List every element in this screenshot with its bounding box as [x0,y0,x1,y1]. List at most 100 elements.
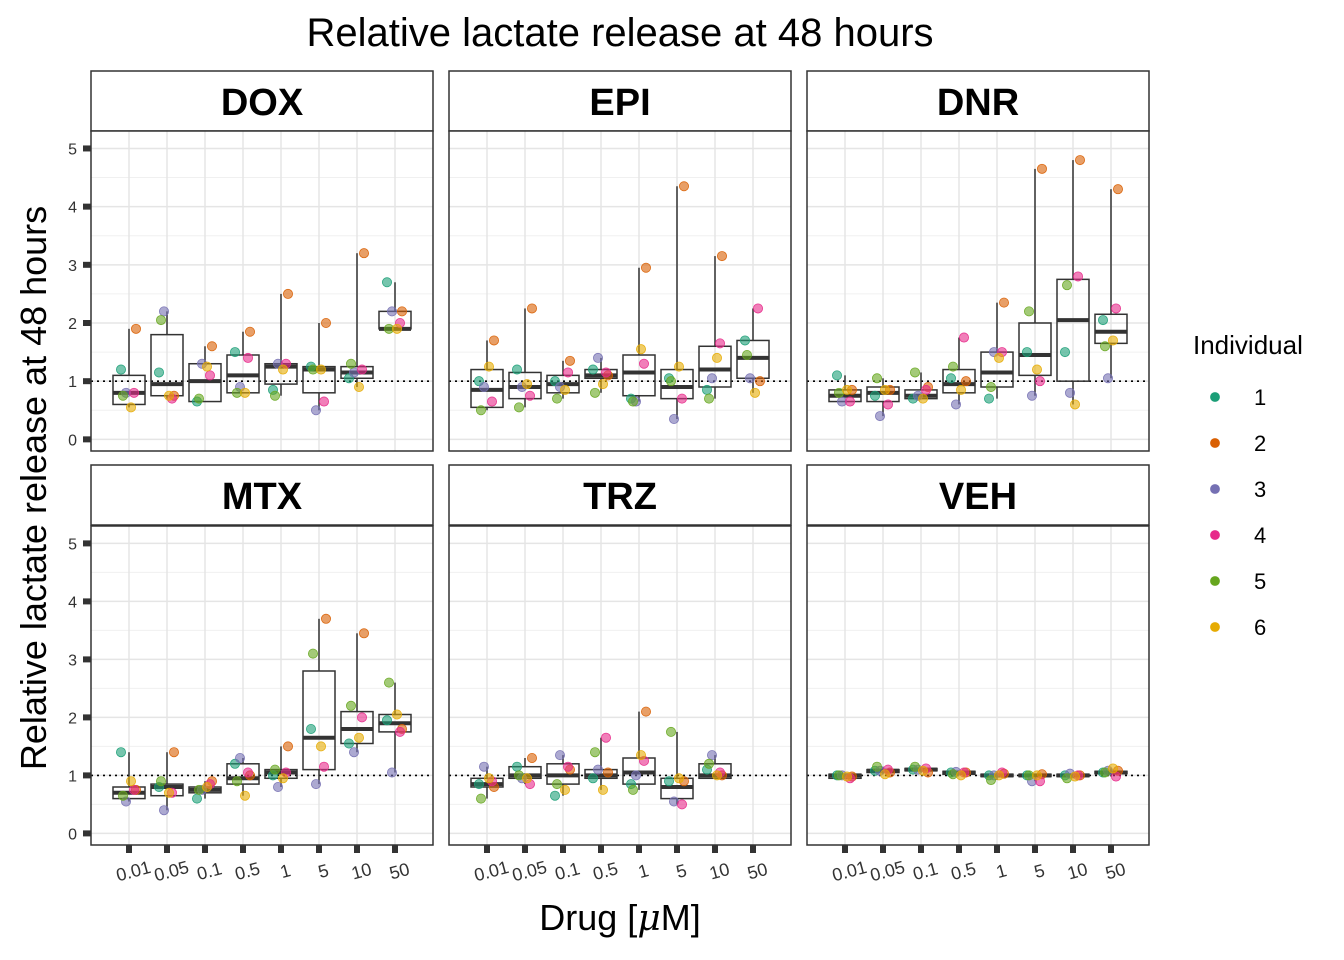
panel-border [448,525,792,846]
data-point [664,776,675,787]
data-point [1032,770,1043,781]
x-tick [1032,845,1038,853]
data-point [234,753,245,764]
data-point [702,384,713,395]
x-tick [522,845,528,853]
data-point [307,648,318,659]
x-tick [354,845,360,853]
data-point [717,251,728,262]
data-point [239,790,250,801]
y-tick-label: 3 [68,652,77,669]
x-tick-label: 10 [707,859,732,884]
data-point [231,776,242,787]
data-point [201,361,212,372]
data-point [488,335,499,346]
x-tick-label: 0.01 [472,857,511,885]
data-point [636,344,647,355]
data-point [269,764,280,775]
box [302,670,336,771]
x-tick [842,845,848,853]
x-tick [1108,845,1114,853]
data-point [155,315,166,326]
data-point [305,724,316,735]
facet-epi: EPI [448,70,792,452]
facet-strip [90,464,434,526]
data-point [1108,335,1119,346]
data-point [358,628,369,639]
data-point [999,297,1010,308]
x-tick [560,845,566,853]
data-point [1062,773,1073,784]
data-point [883,399,894,410]
legend-key [1210,392,1220,402]
data-point [128,387,139,398]
data-point [918,765,929,776]
data-point [318,396,329,407]
data-point [358,248,369,259]
data-point [628,396,639,407]
data-point [473,779,484,790]
facet-strip [806,464,1150,526]
data-point [527,303,538,314]
data-point [126,776,137,787]
data-point [1111,303,1122,314]
data-point [118,390,129,401]
data-point [126,402,137,413]
data-point [994,770,1005,781]
data-point [590,387,601,398]
data-point [153,367,164,378]
data-point [514,402,525,413]
x-tick [956,845,962,853]
y-tick [83,436,91,443]
x-tick [636,845,642,853]
y-tick [83,714,91,721]
data-point [155,776,166,787]
data-point [598,379,609,390]
legend-label: 4 [1254,523,1266,548]
data-point [715,338,726,349]
facet-strip [806,70,1150,132]
data-point [984,393,995,404]
data-point [910,367,921,378]
facet-strip-label: TRZ [583,476,657,518]
data-point [277,364,288,375]
x-tick [392,845,398,853]
data-point [707,373,718,384]
data-point [910,761,921,772]
data-point [163,390,174,401]
legend-label: 5 [1254,569,1266,594]
legend-label: 1 [1254,385,1266,410]
x-tick [712,845,718,853]
panel-border [806,525,1150,846]
data-point [986,381,997,392]
data-point [1075,155,1086,166]
data-point [1032,364,1043,375]
data-point [158,805,169,816]
y-tick [83,320,91,326]
data-point [343,738,354,749]
data-point [552,393,563,404]
x-tick-label: 5 [316,860,331,882]
data-point [560,784,571,795]
facet-strip-label: VEH [939,476,1017,518]
plot-background [807,526,1149,845]
data-point [356,364,367,375]
data-point [348,747,359,758]
plot-background [449,526,791,845]
data-point [677,799,688,810]
facet-veh: VEH 0.010.05 0.1 0.5 1 5 10 50 [806,464,1150,885]
data-point [707,750,718,761]
legend-label: 2 [1254,431,1266,456]
data-point [951,399,962,410]
x-tick-label: 1 [636,860,651,882]
data-point [191,793,202,804]
facet-strip-label: DOX [221,82,304,124]
data-point [704,393,715,404]
data-point [242,767,253,778]
data-point [639,358,650,369]
data-point [478,381,489,392]
y-tick-label: 2 [68,710,77,727]
data-point [986,775,997,786]
data-point [740,335,751,346]
